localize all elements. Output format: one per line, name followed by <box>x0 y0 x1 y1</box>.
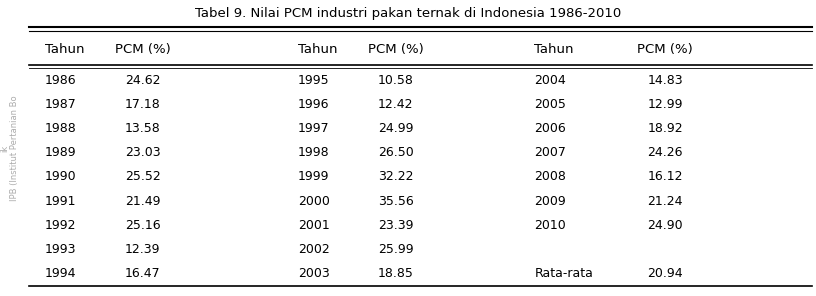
Text: 25.99: 25.99 <box>378 243 414 256</box>
Text: 24.90: 24.90 <box>647 219 683 232</box>
Text: 2000: 2000 <box>298 194 330 207</box>
Text: 21.49: 21.49 <box>125 194 161 207</box>
Text: 12.99: 12.99 <box>647 98 683 111</box>
Text: 18.92: 18.92 <box>647 122 683 135</box>
Text: PCM (%): PCM (%) <box>637 43 693 56</box>
Text: 1995: 1995 <box>298 74 330 87</box>
Text: 2001: 2001 <box>298 219 330 232</box>
Text: Tabel 9. Nilai PCM industri pakan ternak di Indonesia 1986-2010: Tabel 9. Nilai PCM industri pakan ternak… <box>195 7 621 20</box>
Text: 16.47: 16.47 <box>125 267 161 280</box>
Text: 25.52: 25.52 <box>125 170 161 183</box>
Text: 24.26: 24.26 <box>647 146 683 159</box>
Text: 23.39: 23.39 <box>378 219 414 232</box>
Text: 1993: 1993 <box>45 243 77 256</box>
Text: 1999: 1999 <box>298 170 330 183</box>
Text: 1990: 1990 <box>45 170 77 183</box>
Text: ik
IPB (Institut Pertanian Bo: ik IPB (Institut Pertanian Bo <box>0 95 20 201</box>
Text: 2006: 2006 <box>534 122 566 135</box>
Text: Tahun: Tahun <box>534 43 574 56</box>
Text: Tahun: Tahun <box>298 43 337 56</box>
Text: 2007: 2007 <box>534 146 566 159</box>
Text: 12.42: 12.42 <box>378 98 414 111</box>
Text: 1992: 1992 <box>45 219 77 232</box>
Text: 2003: 2003 <box>298 267 330 280</box>
Text: PCM (%): PCM (%) <box>115 43 171 56</box>
Text: 1997: 1997 <box>298 122 330 135</box>
Text: Rata-rata: Rata-rata <box>534 267 593 280</box>
Text: 25.16: 25.16 <box>125 219 161 232</box>
Text: 21.24: 21.24 <box>647 194 683 207</box>
Text: 2010: 2010 <box>534 219 566 232</box>
Text: 10.58: 10.58 <box>378 74 414 87</box>
Text: 1989: 1989 <box>45 146 77 159</box>
Text: 20.94: 20.94 <box>647 267 683 280</box>
Text: 1998: 1998 <box>298 146 330 159</box>
Text: 18.85: 18.85 <box>378 267 414 280</box>
Text: 2009: 2009 <box>534 194 566 207</box>
Text: 23.03: 23.03 <box>125 146 161 159</box>
Text: PCM (%): PCM (%) <box>368 43 424 56</box>
Text: 32.22: 32.22 <box>378 170 414 183</box>
Text: 1986: 1986 <box>45 74 77 87</box>
Text: 14.83: 14.83 <box>647 74 683 87</box>
Text: 24.99: 24.99 <box>378 122 414 135</box>
Text: 2005: 2005 <box>534 98 566 111</box>
Text: 16.12: 16.12 <box>647 170 683 183</box>
Text: 17.18: 17.18 <box>125 98 161 111</box>
Text: 1988: 1988 <box>45 122 77 135</box>
Text: 1987: 1987 <box>45 98 77 111</box>
Text: 26.50: 26.50 <box>378 146 414 159</box>
Text: 2002: 2002 <box>298 243 330 256</box>
Text: 13.58: 13.58 <box>125 122 161 135</box>
Text: 12.39: 12.39 <box>125 243 161 256</box>
Text: 2004: 2004 <box>534 74 566 87</box>
Text: 35.56: 35.56 <box>378 194 414 207</box>
Text: 1996: 1996 <box>298 98 330 111</box>
Text: 2008: 2008 <box>534 170 566 183</box>
Text: 1994: 1994 <box>45 267 77 280</box>
Text: 24.62: 24.62 <box>125 74 161 87</box>
Text: 1991: 1991 <box>45 194 77 207</box>
Text: Tahun: Tahun <box>45 43 84 56</box>
